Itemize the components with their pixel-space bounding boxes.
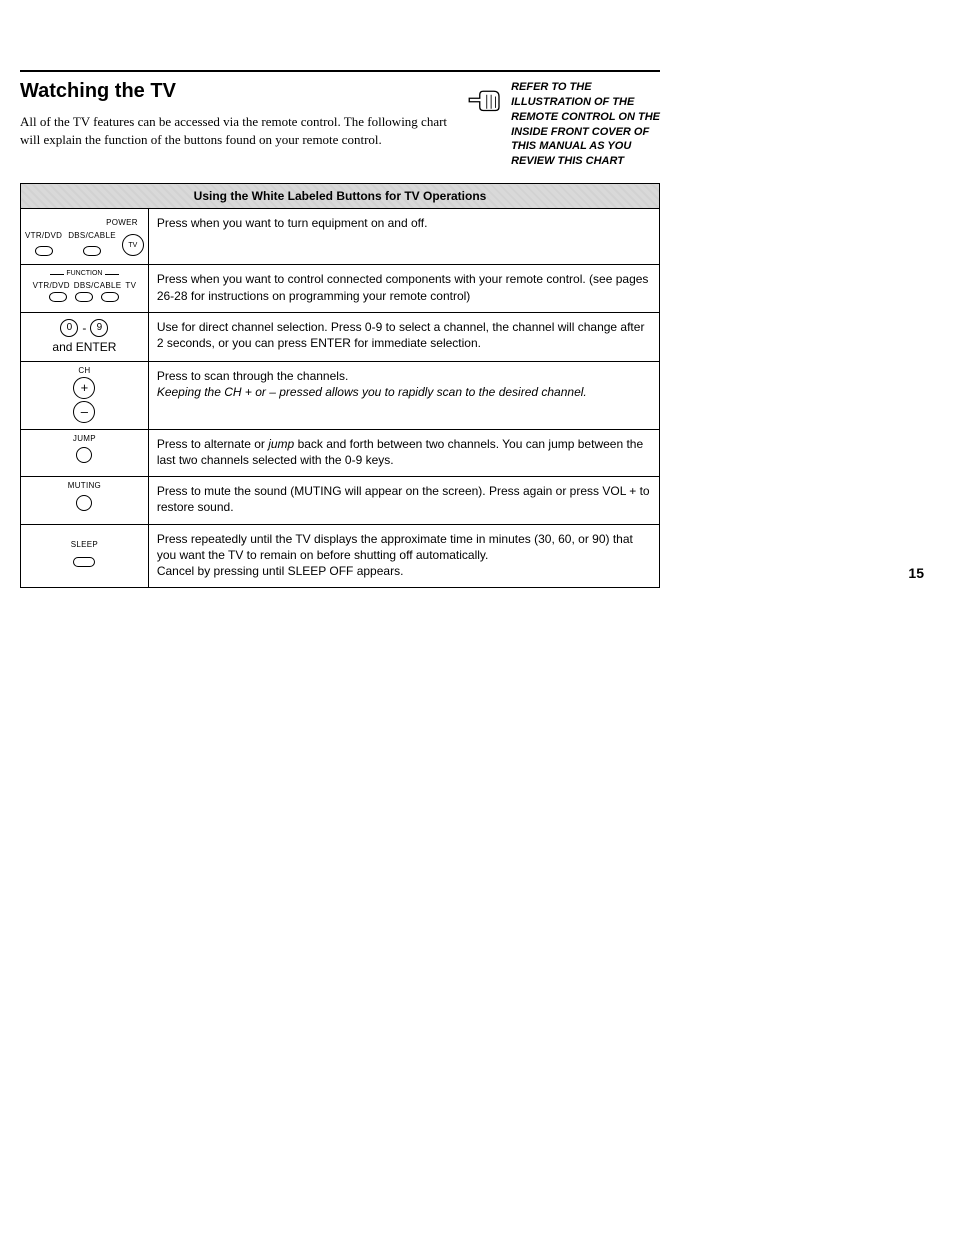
button-cell-ch: CH + – [21, 361, 149, 429]
button-cell-power: POWER VTR/DVD DBS/CABLE TV [21, 209, 149, 265]
desc-cell: Press to alternate or jump back and fort… [148, 429, 659, 476]
chart-title: Using the White Labeled Buttons for TV O… [21, 184, 660, 209]
label: CH [25, 366, 144, 377]
button-cell-numbers: 0 - 9 and ENTER [21, 312, 149, 361]
oval-button-icon [49, 292, 67, 302]
desc-italic: jump [268, 437, 294, 451]
round-button-icon [76, 495, 92, 511]
oval-button-icon [83, 246, 101, 256]
desc-cell: Press when you want to turn equipment on… [148, 209, 659, 265]
desc-cell: Press to scan through the channels. Keep… [148, 361, 659, 429]
label: POWER [106, 218, 138, 227]
number-button-icon: 0 [60, 319, 78, 337]
header-row: Watching the TV All of the TV features c… [20, 80, 660, 169]
label: VTR/DVD [33, 281, 70, 292]
refer-block: REFER TO THE ILLUSTRATION OF THE REMOTE … [467, 80, 660, 169]
table-row: SLEEP Press repeatedly until the TV disp… [21, 524, 660, 588]
desc-plain: Press to scan through the channels. [157, 369, 348, 383]
oval-button-icon [75, 292, 93, 302]
dash: - [82, 320, 86, 336]
ch-plus-icon: + [73, 377, 95, 399]
label: and ENTER [25, 339, 144, 355]
label: MUTING [25, 481, 144, 492]
label: DBS/CABLE [74, 281, 122, 292]
desc-cell: Press repeatedly until the TV displays t… [148, 524, 659, 588]
desc-italic: Keeping the CH + or – pressed allows you… [157, 385, 587, 399]
round-button-icon [76, 447, 92, 463]
ch-minus-icon: – [73, 401, 95, 423]
button-cell-jump: JUMP [21, 429, 149, 476]
desc-cell: Press when you want to control connected… [148, 265, 659, 312]
label: DBS/CABLE [68, 231, 116, 242]
desc-cell: Use for direct channel selection. Press … [148, 312, 659, 361]
button-chart: Using the White Labeled Buttons for TV O… [20, 183, 660, 588]
desc-cell: Press to mute the sound (MUTING will app… [148, 477, 659, 524]
intro-text: All of the TV features can be accessed v… [20, 113, 447, 148]
oval-button-icon [35, 246, 53, 256]
table-row: 0 - 9 and ENTER Use for direct channel s… [21, 312, 660, 361]
dash-icon [50, 274, 64, 275]
button-cell-function: FUNCTION VTR/DVD DBS/CABLE TV [21, 265, 149, 312]
table-row: JUMP Press to alternate or jump back and… [21, 429, 660, 476]
page-number: 15 [908, 565, 924, 581]
desc-pre: Press to alternate or [157, 437, 268, 451]
button-cell-sleep: SLEEP [21, 524, 149, 588]
oval-button-icon [101, 292, 119, 302]
divider [20, 70, 660, 72]
table-row: FUNCTION VTR/DVD DBS/CABLE TV Press when… [21, 265, 660, 312]
table-row: POWER VTR/DVD DBS/CABLE TV Press when yo… [21, 209, 660, 265]
dash-icon [105, 274, 119, 275]
table-row: CH + – Press to scan through the channel… [21, 361, 660, 429]
number-button-icon: 9 [90, 319, 108, 337]
pill-button-icon [73, 557, 95, 567]
chart-title-row: Using the White Labeled Buttons for TV O… [21, 184, 660, 209]
label: JUMP [25, 434, 144, 445]
table-row: MUTING Press to mute the sound (MUTING w… [21, 477, 660, 524]
refer-text: REFER TO THE ILLUSTRATION OF THE REMOTE … [511, 80, 660, 169]
header-left: Watching the TV All of the TV features c… [20, 80, 467, 148]
page-title: Watching the TV [20, 80, 447, 103]
label: FUNCTION [66, 269, 102, 278]
button-cell-muting: MUTING [21, 477, 149, 524]
label: VTR/DVD [25, 231, 62, 242]
hand-pointing-icon [467, 86, 503, 114]
label: SLEEP [25, 540, 144, 551]
manual-page: Watching the TV All of the TV features c… [0, 0, 954, 608]
label: TV [125, 281, 136, 292]
tv-button-icon: TV [122, 234, 144, 256]
